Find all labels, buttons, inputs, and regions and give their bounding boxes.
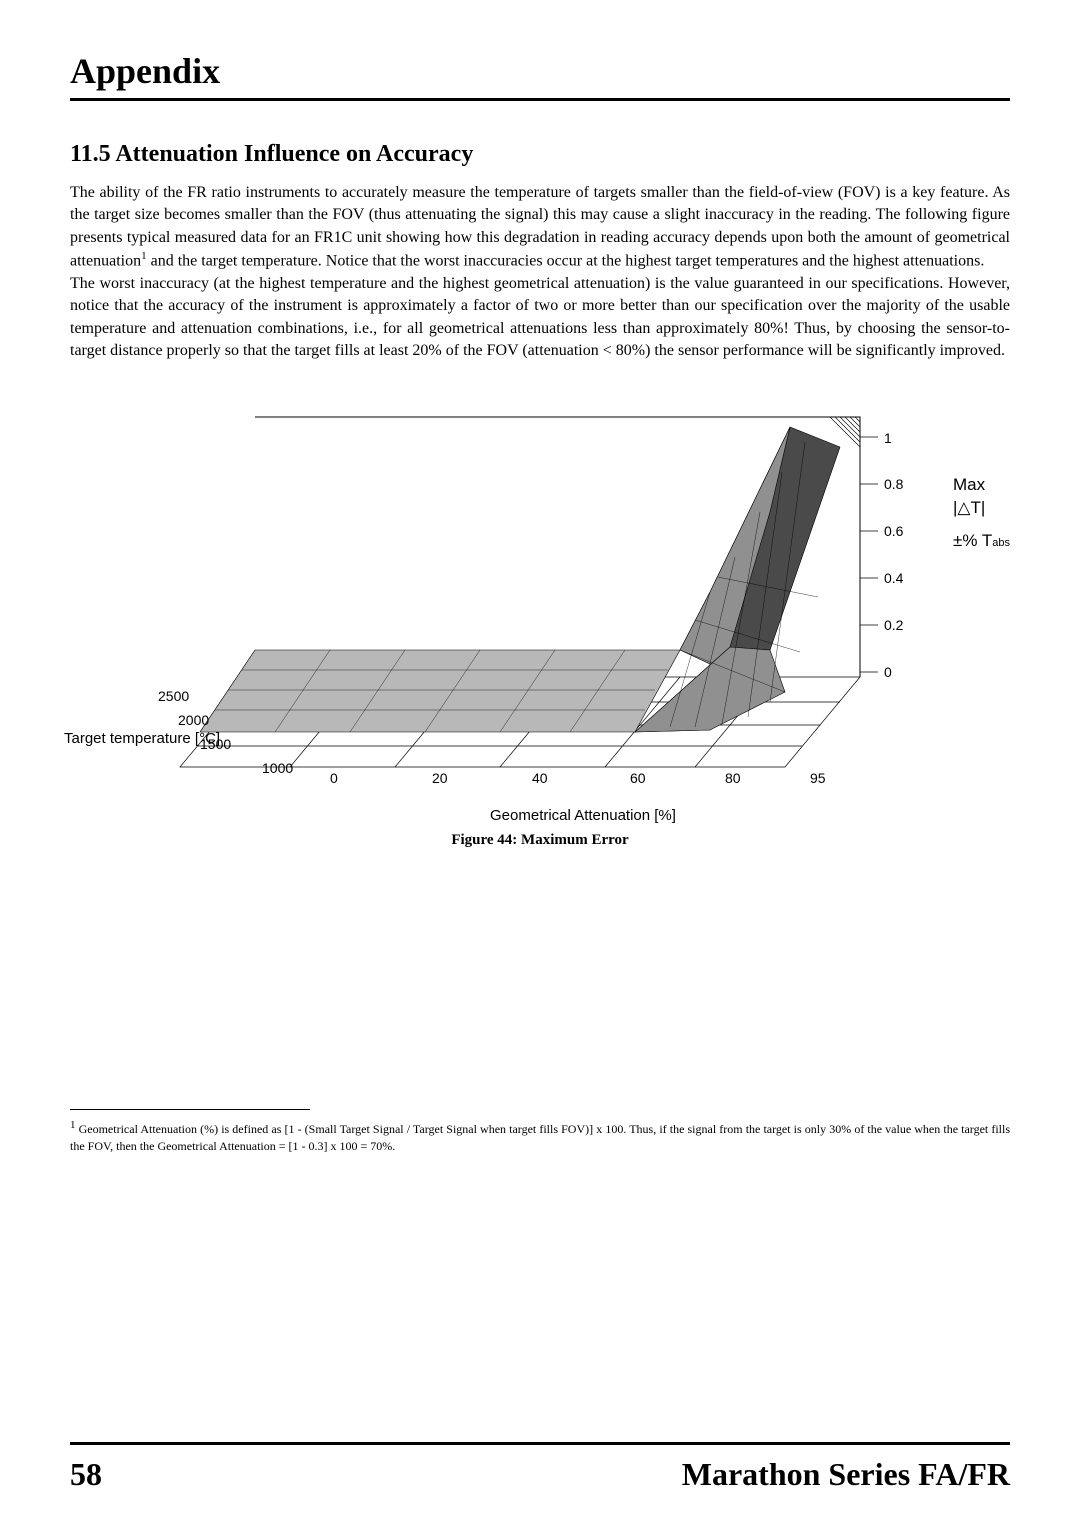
z-tick-06: 0.6 xyxy=(884,523,903,539)
x-tick-20: 20 xyxy=(432,770,448,786)
footnote-separator xyxy=(70,1109,310,1110)
z-tick-02: 0.2 xyxy=(884,617,903,633)
paragraph-1-tail: and the target temperature. Notice that … xyxy=(147,253,985,270)
footnote-text: Geometrical Attenuation (%) is defined a… xyxy=(70,1122,1010,1152)
document-title: Marathon Series FA/FR xyxy=(682,1456,1010,1493)
z-tick-1: 1 xyxy=(884,430,892,446)
y-tick-2500: 2500 xyxy=(158,688,189,704)
x-tick-60: 60 xyxy=(630,770,646,786)
legend-l2-suffix: T| xyxy=(971,498,986,517)
paragraph-2: The worst inaccuracy (at the highest tem… xyxy=(70,273,1010,363)
legend-line2: |△T| xyxy=(953,497,1010,520)
figure-caption: Figure 44: Maximum Error xyxy=(451,832,628,849)
paragraph-1: The ability of the FR ratio instruments … xyxy=(70,182,1010,273)
legend-line3: ±% Tabs xyxy=(953,530,1010,553)
chart-legend: Max |△T| ±% Tabs xyxy=(953,474,1010,553)
legend-l3-prefix: ±% T xyxy=(953,531,992,550)
z-tick-08: 0.8 xyxy=(884,476,903,492)
triangle-icon: △ xyxy=(957,498,970,517)
chart-3d-surface: 1 0.8 0.6 0.4 0.2 0 0 20 40 60 80 95 100… xyxy=(70,392,1010,822)
section-heading: 11.5 Attenuation Influence on Accuracy xyxy=(70,141,1010,168)
page-number: 58 xyxy=(70,1456,102,1493)
z-tick-04: 0.4 xyxy=(884,570,903,586)
x-tick-80: 80 xyxy=(725,770,741,786)
x-tick-40: 40 xyxy=(532,770,548,786)
x-tick-95: 95 xyxy=(810,770,826,786)
legend-l3-sub: abs xyxy=(992,537,1010,549)
x-tick-0: 0 xyxy=(330,770,338,786)
page-title: Appendix xyxy=(70,50,1010,101)
y-tick-1000: 1000 xyxy=(262,760,293,776)
legend-line1: Max xyxy=(953,474,1010,497)
page-footer: 58 Marathon Series FA/FR xyxy=(70,1456,1010,1493)
chart-figure: 1 0.8 0.6 0.4 0.2 0 0 20 40 60 80 95 100… xyxy=(70,392,1010,849)
footnote: 1 Geometrical Attenuation (%) is defined… xyxy=(70,1118,1010,1153)
z-tick-0: 0 xyxy=(884,664,892,680)
x-axis-label: Geometrical Attenuation [%] xyxy=(490,807,676,824)
chart-svg xyxy=(70,392,1010,822)
y-axis-label: Target temperature [°C] xyxy=(64,730,220,747)
footer-rule xyxy=(70,1442,1010,1445)
y-tick-2000: 2000 xyxy=(178,712,209,728)
